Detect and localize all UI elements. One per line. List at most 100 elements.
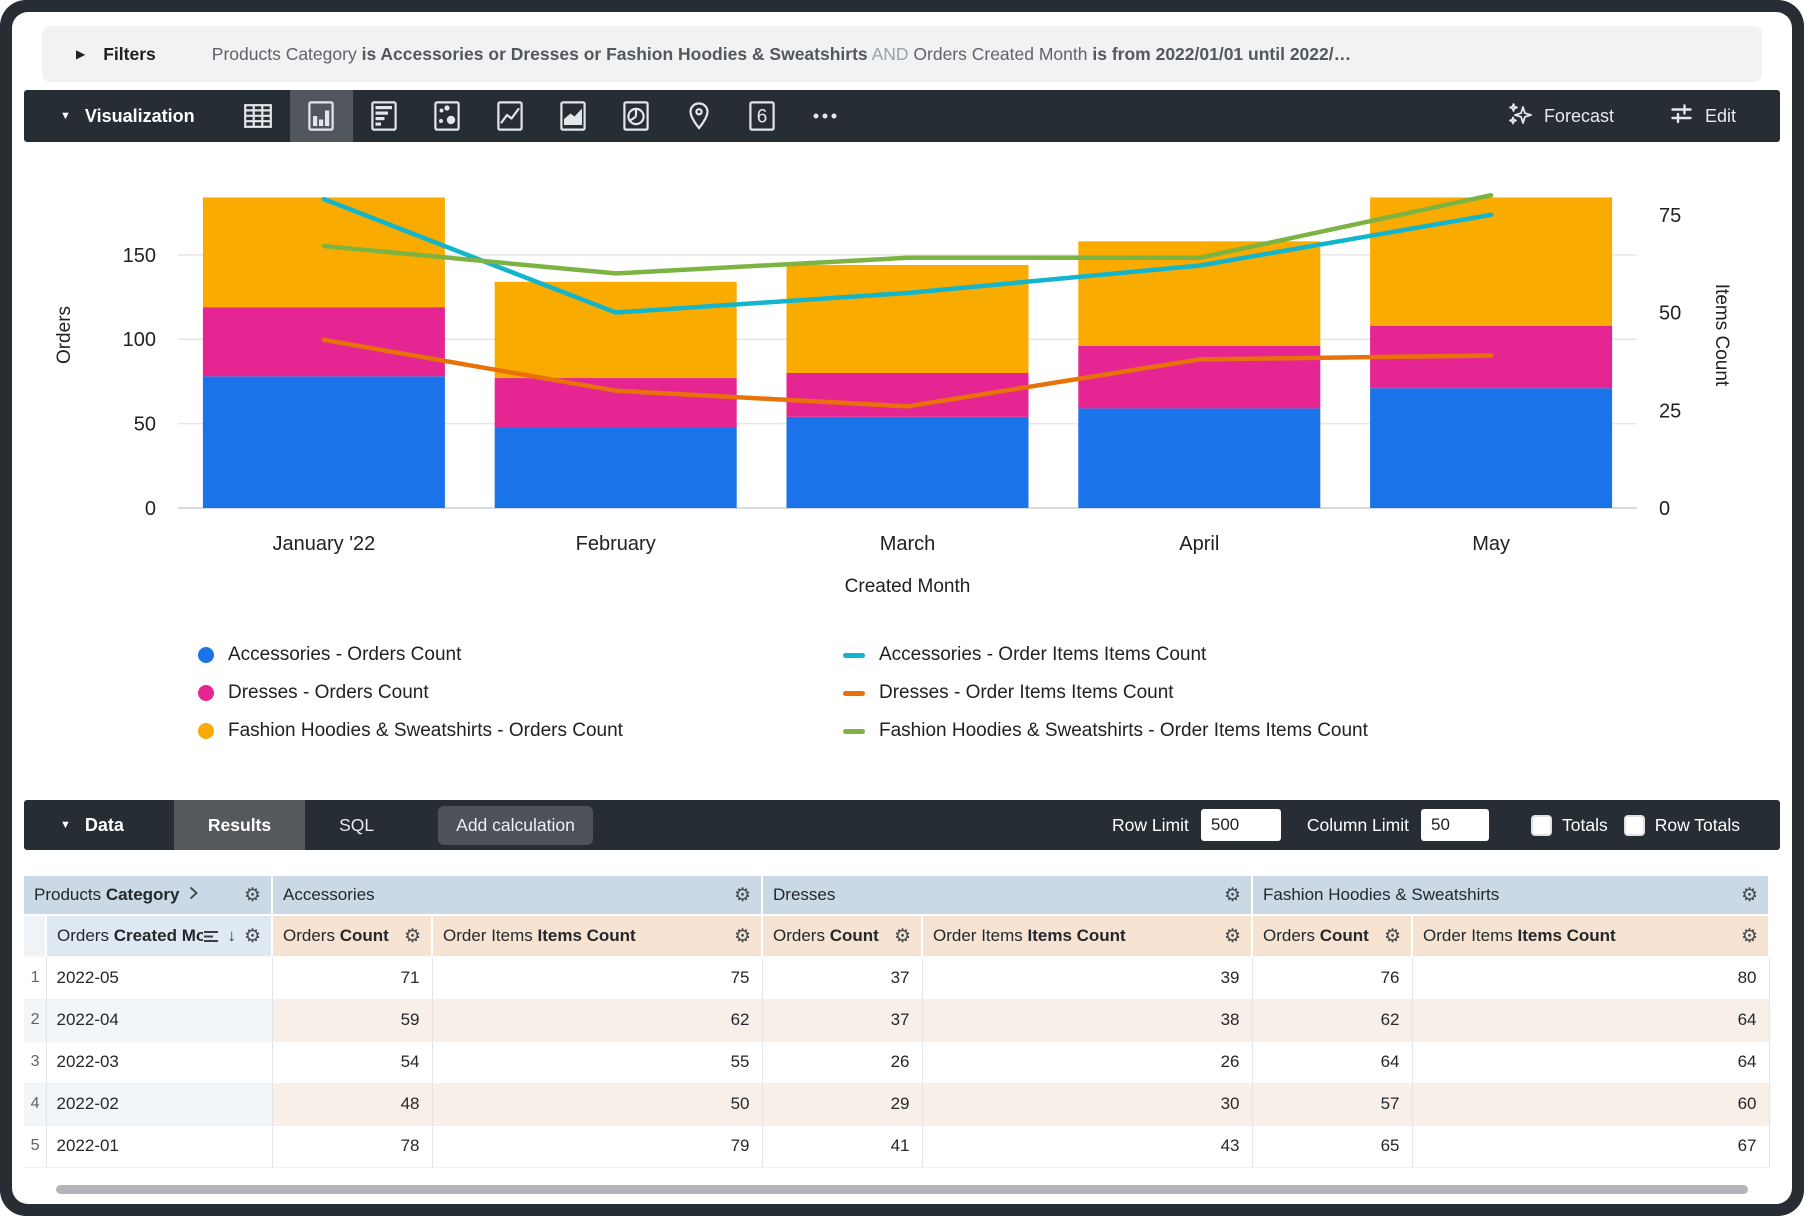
measure-value-cell[interactable]: 76 <box>1252 957 1413 1000</box>
measure-value-cell[interactable]: 43 <box>922 1125 1253 1168</box>
caret-down-icon[interactable]: ▼ <box>60 819 71 831</box>
bar-segment[interactable] <box>1078 345 1321 409</box>
tab-sql[interactable]: SQL <box>339 814 375 835</box>
viz-icon-column-chart[interactable] <box>289 90 353 142</box>
measure-column-header[interactable]: Order Items Items Count ⚙ <box>1412 915 1771 958</box>
legend-item[interactable]: Fashion Hoodies & Sweatshirts - Order It… <box>843 719 1368 743</box>
viz-icon-scatter-chart[interactable] <box>416 90 479 142</box>
measure-value-cell[interactable]: 26 <box>762 1041 923 1084</box>
measure-value-cell[interactable]: 62 <box>1252 999 1413 1042</box>
bar-segment[interactable] <box>1370 388 1613 508</box>
measure-value-cell[interactable]: 71 <box>272 957 433 1000</box>
measure-value-cell[interactable]: 30 <box>922 1083 1253 1126</box>
gear-icon[interactable]: ⚙ <box>733 925 752 947</box>
dimension-value-cell[interactable]: 2022-04 <box>46 999 273 1042</box>
dimension-value-cell[interactable]: 2022-01 <box>46 1125 273 1168</box>
bar-segment[interactable] <box>1370 197 1613 326</box>
measure-column-header[interactable]: Orders Count ⚙ <box>1252 915 1414 958</box>
add-calculation-button[interactable]: Add calculation <box>438 805 593 845</box>
measure-column-header[interactable]: Orders Count ⚙ <box>762 915 924 958</box>
viz-icon-pie-chart[interactable] <box>605 90 668 142</box>
horizontal-scrollbar[interactable] <box>56 1185 1748 1194</box>
viz-icon-table-chart[interactable] <box>227 90 290 142</box>
column-limit-input[interactable] <box>1421 809 1489 841</box>
edit-button[interactable]: Edit <box>1670 102 1736 130</box>
viz-icon-map-chart[interactable] <box>668 90 731 142</box>
measure-value-cell[interactable]: 78 <box>272 1125 433 1168</box>
measure-value-cell[interactable]: 79 <box>432 1125 763 1168</box>
measure-column-header[interactable]: Orders Count ⚙ <box>272 915 434 958</box>
sort-desc-icon[interactable]: ↓ <box>227 926 236 945</box>
caret-right-icon[interactable]: ▶ <box>76 47 86 61</box>
measure-group-header[interactable]: Fashion Hoodies & Sweatshirts ⚙ <box>1252 876 1771 916</box>
measure-value-cell[interactable]: 60 <box>1412 1083 1770 1126</box>
measure-value-cell[interactable]: 59 <box>272 999 433 1042</box>
bar-segment[interactable] <box>494 426 737 508</box>
totals-checkbox[interactable] <box>1531 814 1552 836</box>
gear-icon[interactable]: ⚙ <box>1223 925 1242 947</box>
trend-line[interactable] <box>321 337 1494 409</box>
bar-segment[interactable] <box>202 376 445 508</box>
measure-value-cell[interactable]: 38 <box>922 999 1253 1042</box>
measure-column-header[interactable]: Order Items Items Count ⚙ <box>432 915 764 958</box>
bar-segment[interactable] <box>494 281 737 379</box>
trend-line[interactable] <box>321 192 1494 276</box>
measure-value-cell[interactable]: 65 <box>1252 1125 1413 1168</box>
legend-item[interactable]: Accessories - Order Items Items Count <box>843 643 1368 667</box>
gear-icon[interactable]: ⚙ <box>1740 925 1759 947</box>
legend-item[interactable]: Dresses - Orders Count <box>198 681 843 705</box>
bar-segment[interactable] <box>1078 408 1321 508</box>
tab-results[interactable]: Results <box>173 800 306 850</box>
caret-down-icon[interactable]: ▼ <box>60 110 71 122</box>
bar-segment[interactable] <box>786 416 1029 508</box>
measure-value-cell[interactable]: 55 <box>432 1041 763 1084</box>
measure-column-header[interactable]: Order Items Items Count ⚙ <box>922 915 1254 958</box>
forecast-button[interactable]: Forecast <box>1508 102 1614 131</box>
row-totals-control[interactable]: Row Totals <box>1623 814 1740 836</box>
dimension-value-cell[interactable]: 2022-02 <box>46 1083 273 1126</box>
gear-icon[interactable]: ⚙ <box>1740 884 1759 906</box>
dimension-column-header[interactable]: Orders Created Month ↓ ⚙ <box>46 915 274 958</box>
legend-item[interactable]: Dresses - Order Items Items Count <box>843 681 1368 705</box>
measure-value-cell[interactable]: 80 <box>1412 957 1770 1000</box>
measure-value-cell[interactable]: 67 <box>1412 1125 1770 1168</box>
chevron-right-icon[interactable] <box>180 885 198 905</box>
measure-value-cell[interactable]: 75 <box>432 957 763 1000</box>
row-limit-input[interactable] <box>1200 809 1281 841</box>
gear-icon[interactable]: ⚙ <box>243 884 262 906</box>
subtotal-icon[interactable] <box>203 930 219 943</box>
measure-value-cell[interactable]: 26 <box>922 1041 1253 1084</box>
measure-value-cell[interactable]: 29 <box>762 1083 923 1126</box>
viz-icon-single-value[interactable]: 6 <box>731 90 794 142</box>
viz-icon-area-chart[interactable] <box>542 90 605 142</box>
dimension-group-header[interactable]: Products Category ⚙ <box>24 876 274 916</box>
measure-group-header[interactable]: Accessories ⚙ <box>272 876 764 916</box>
viz-icon-more-options[interactable] <box>794 90 857 142</box>
measure-value-cell[interactable]: 54 <box>272 1041 433 1084</box>
measure-group-header[interactable]: Dresses ⚙ <box>762 876 1254 916</box>
measure-value-cell[interactable]: 41 <box>762 1125 923 1168</box>
measure-value-cell[interactable]: 64 <box>1412 1041 1770 1084</box>
measure-value-cell[interactable]: 64 <box>1412 999 1770 1042</box>
row-totals-checkbox[interactable] <box>1623 814 1645 836</box>
measure-value-cell[interactable]: 62 <box>432 999 763 1042</box>
measure-value-cell[interactable]: 50 <box>432 1083 763 1126</box>
measure-value-cell[interactable]: 37 <box>762 999 923 1042</box>
measure-value-cell[interactable]: 39 <box>922 957 1253 1000</box>
bar-segment[interactable] <box>786 264 1029 373</box>
viz-icon-bar-chart[interactable] <box>353 90 416 142</box>
gear-icon[interactable]: ⚙ <box>1383 925 1402 947</box>
gear-icon[interactable]: ⚙ <box>893 925 912 947</box>
bar-segment[interactable] <box>494 378 737 427</box>
dimension-value-cell[interactable]: 2022-03 <box>46 1041 273 1084</box>
gear-icon[interactable]: ⚙ <box>733 884 752 906</box>
measure-value-cell[interactable]: 37 <box>762 957 923 1000</box>
legend-item[interactable]: Fashion Hoodies & Sweatshirts - Orders C… <box>198 719 843 743</box>
gear-icon[interactable]: ⚙ <box>403 925 422 947</box>
totals-control[interactable]: Totals <box>1531 814 1608 836</box>
legend-item[interactable]: Accessories - Orders Count <box>198 643 843 667</box>
gear-icon[interactable]: ⚙ <box>243 925 262 947</box>
gear-icon[interactable]: ⚙ <box>1223 884 1242 906</box>
viz-icon-line-chart[interactable] <box>479 90 542 142</box>
measure-value-cell[interactable]: 64 <box>1252 1041 1413 1084</box>
